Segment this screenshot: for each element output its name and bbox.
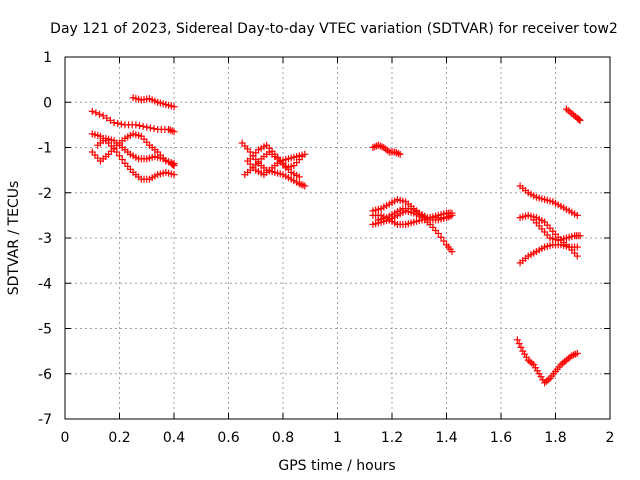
- data-point: [517, 343, 525, 351]
- data-point: [440, 237, 448, 245]
- data-point: [437, 233, 445, 241]
- y-tick-label: -3: [38, 231, 52, 247]
- data-point: [118, 156, 126, 164]
- data-point: [573, 252, 581, 260]
- data-point: [576, 116, 584, 124]
- data-point: [88, 107, 96, 115]
- data-point: [246, 148, 254, 156]
- data-point: [573, 211, 581, 219]
- y-tick-label: -7: [38, 412, 52, 428]
- data-point: [169, 161, 177, 169]
- y-tick-labels: 1 0 -1 -2 -3 -4 -5 -6 -7: [38, 50, 52, 428]
- data-point: [168, 127, 176, 135]
- x-tick-labels: 0 0.2 0.4 0.6 0.8 1 1.2 1.4 1.6 1.8 2: [61, 430, 615, 446]
- data-point: [440, 214, 448, 222]
- data-point: [170, 103, 178, 111]
- data-point: [396, 150, 404, 158]
- data-point: [110, 119, 118, 127]
- data-point: [515, 340, 523, 348]
- data-point: [116, 152, 123, 160]
- data-point: [573, 243, 581, 251]
- data-point: [146, 124, 154, 132]
- x-tick-label: 1.6: [490, 430, 512, 446]
- data-point: [113, 148, 121, 156]
- y-tick-label: 0: [43, 95, 52, 111]
- data-point: [170, 171, 178, 179]
- data-point: [575, 116, 583, 124]
- data-point: [103, 114, 111, 122]
- data-point: [170, 128, 178, 136]
- data-point: [106, 116, 114, 124]
- x-tick-label: 0.2: [108, 430, 130, 446]
- data-point: [434, 229, 442, 237]
- x-tick-label: 0.4: [163, 430, 185, 446]
- x-tick-label: 0.8: [272, 430, 294, 446]
- data-point: [143, 123, 151, 131]
- data-points: [88, 94, 584, 387]
- data-point: [573, 349, 581, 357]
- chart-title: Day 121 of 2023, Sidereal Day-to-day VTE…: [50, 21, 618, 37]
- data-point: [135, 122, 143, 130]
- y-axis-label: SDTVAR / TECUs: [6, 181, 22, 296]
- data-point: [96, 110, 104, 118]
- x-tick-label: 1.8: [544, 430, 566, 446]
- data-point: [371, 143, 379, 151]
- y-tick-label: -2: [38, 186, 52, 202]
- data-point: [393, 149, 401, 157]
- y-tick-label: -4: [38, 276, 52, 292]
- x-tick-label: 2: [606, 430, 615, 446]
- data-point: [448, 209, 456, 217]
- data-point: [92, 109, 100, 117]
- y-tick-label: -1: [38, 141, 52, 157]
- data-point: [117, 120, 125, 128]
- data-point: [513, 336, 521, 344]
- data-point: [301, 182, 309, 190]
- data-point: [99, 112, 107, 120]
- data-point: [295, 173, 303, 181]
- data-point: [132, 121, 140, 129]
- x-tick-label: 1.2: [381, 430, 403, 446]
- axis-ticks: [64, 56, 611, 420]
- y-tick-label: -5: [38, 322, 52, 338]
- data-point: [114, 119, 122, 127]
- data-point: [301, 150, 309, 158]
- data-point: [170, 162, 178, 170]
- grid: [65, 57, 610, 419]
- x-tick-label: 1: [333, 430, 342, 446]
- y-tick-label: -6: [38, 367, 52, 383]
- x-tick-label: 0.6: [217, 430, 239, 446]
- data-point: [576, 232, 584, 240]
- y-tick-label: 1: [43, 50, 52, 66]
- data-point: [448, 248, 456, 256]
- data-point: [139, 122, 147, 130]
- data-point: [150, 125, 158, 133]
- data-point: [394, 150, 402, 158]
- data-point: [166, 126, 174, 134]
- x-axis-label: GPS time / hours: [278, 458, 395, 474]
- x-tick-label: 0: [61, 430, 70, 446]
- x-tick-label: 1.4: [435, 430, 457, 446]
- data-point: [299, 181, 307, 189]
